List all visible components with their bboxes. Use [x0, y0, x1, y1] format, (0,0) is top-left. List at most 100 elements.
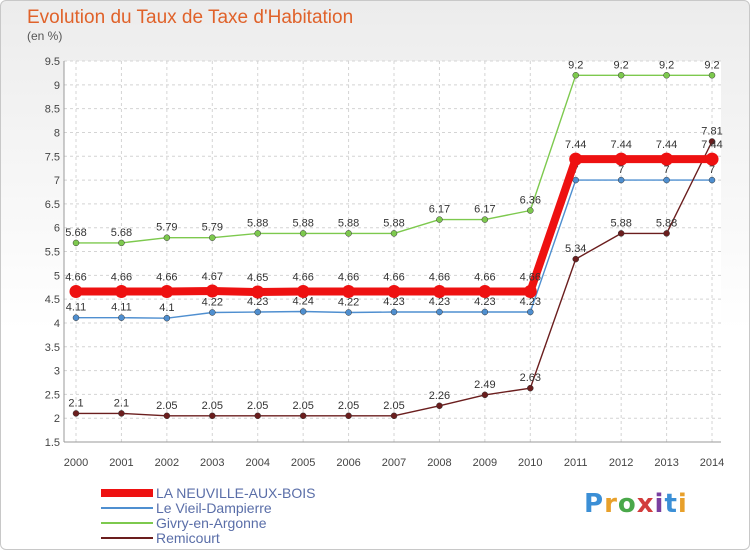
data-point	[72, 314, 80, 321]
y-tick-label: 2.5	[45, 389, 60, 401]
data-point	[617, 176, 625, 184]
data-point	[523, 285, 537, 299]
data-point	[660, 152, 674, 166]
data-label: 4.65	[247, 272, 268, 284]
data-point	[663, 72, 670, 79]
x-tick-label: 2010	[518, 457, 542, 469]
data-point	[663, 230, 670, 237]
data-label: 7.44	[610, 139, 631, 151]
data-label: 9.2	[614, 59, 629, 71]
data-point	[299, 412, 307, 420]
data-point	[617, 72, 625, 79]
data-point	[118, 314, 125, 321]
y-tick-label: 7.5	[45, 151, 60, 163]
data-point	[345, 309, 352, 316]
data-point	[209, 309, 216, 316]
x-tick-label: 2000	[64, 457, 88, 469]
data-point	[436, 308, 443, 316]
data-point	[254, 230, 261, 237]
data-label: 4.22	[338, 296, 359, 308]
data-point	[614, 152, 628, 166]
data-point	[478, 285, 492, 299]
data-label: 4.66	[429, 272, 450, 284]
x-tick-label: 2009	[473, 457, 497, 469]
data-point	[299, 230, 307, 237]
data-label: 7.44	[656, 139, 677, 151]
x-tick-label: 2011	[564, 457, 588, 469]
data-point	[69, 285, 83, 299]
data-label: 5.88	[383, 217, 404, 229]
x-tick-label: 2014	[700, 457, 724, 469]
y-tick-label: 5.5	[45, 247, 60, 259]
data-label: 2.05	[156, 400, 177, 412]
legend-swatch	[101, 537, 153, 539]
data-label: 7	[618, 164, 624, 176]
data-label: 5.88	[247, 217, 268, 229]
data-label: 4.66	[156, 272, 177, 284]
data-label: 4.23	[474, 296, 495, 308]
data-point	[254, 308, 261, 316]
data-point	[160, 285, 174, 299]
data-label: 4.24	[292, 296, 313, 308]
proxiti-logo: Proxiti	[584, 489, 688, 519]
y-tick-label: 5	[54, 270, 60, 282]
data-point	[432, 285, 446, 299]
y-tick-label: 4.5	[45, 294, 60, 306]
x-tick-label: 2013	[654, 457, 678, 469]
data-point	[527, 308, 534, 316]
data-label: 7.81	[701, 125, 722, 137]
data-label: 2.05	[383, 400, 404, 412]
data-label: 4.66	[65, 272, 86, 284]
chart-title: Evolution du Taux de Taxe d'Habitation	[27, 7, 354, 28]
data-point	[617, 230, 625, 237]
data-label: 6.36	[520, 195, 541, 207]
x-tick-label: 2004	[245, 457, 269, 469]
data-point	[527, 207, 534, 214]
data-point	[527, 384, 534, 392]
legend-label: Le Vieil-Dampierre	[156, 500, 272, 516]
data-label: 4.1	[159, 302, 174, 314]
data-point	[72, 410, 80, 417]
x-tick-label: 2008	[427, 457, 451, 469]
data-label: 5.79	[202, 222, 223, 234]
data-point	[708, 176, 716, 184]
data-point	[209, 412, 216, 420]
data-point	[299, 308, 307, 315]
data-label: 9.2	[659, 59, 674, 71]
x-tick-label: 2002	[155, 457, 179, 469]
y-tick-label: 9	[54, 80, 60, 92]
data-label: 4.66	[338, 272, 359, 284]
x-tick-label: 2005	[291, 457, 315, 469]
data-label: 7.44	[565, 139, 586, 151]
data-label: 5.88	[656, 217, 677, 229]
chart-units: (en %)	[27, 29, 63, 43]
data-point	[163, 412, 171, 420]
data-label: 6.17	[474, 204, 495, 216]
data-point	[342, 285, 356, 299]
data-point	[114, 285, 128, 299]
y-tick-label: 8.5	[45, 104, 60, 116]
data-label: 4.23	[429, 296, 450, 308]
data-point	[572, 72, 579, 79]
data-point	[251, 285, 265, 299]
data-label: 2.26	[429, 390, 450, 402]
x-tick-label: 2003	[200, 457, 224, 469]
legend-label: LA NEUVILLE-AUX-BOIS	[156, 485, 316, 501]
data-label: 6.17	[429, 204, 450, 216]
data-label: 7	[664, 164, 670, 176]
data-label: 2.63	[520, 372, 541, 384]
data-point	[705, 152, 719, 166]
data-label: 5.88	[338, 217, 359, 229]
y-tick-label: 6.5	[45, 199, 60, 211]
data-point	[118, 410, 125, 417]
data-point	[436, 402, 443, 410]
data-label: 4.11	[66, 302, 87, 314]
legend-swatch	[101, 507, 153, 509]
legend-label: Givry-en-Argonne	[156, 515, 267, 531]
data-label: 7	[709, 164, 715, 176]
legend-swatch	[101, 522, 153, 524]
data-point	[390, 308, 398, 316]
data-label: 7.44	[701, 139, 722, 151]
legend-label: Remicourt	[156, 530, 220, 546]
